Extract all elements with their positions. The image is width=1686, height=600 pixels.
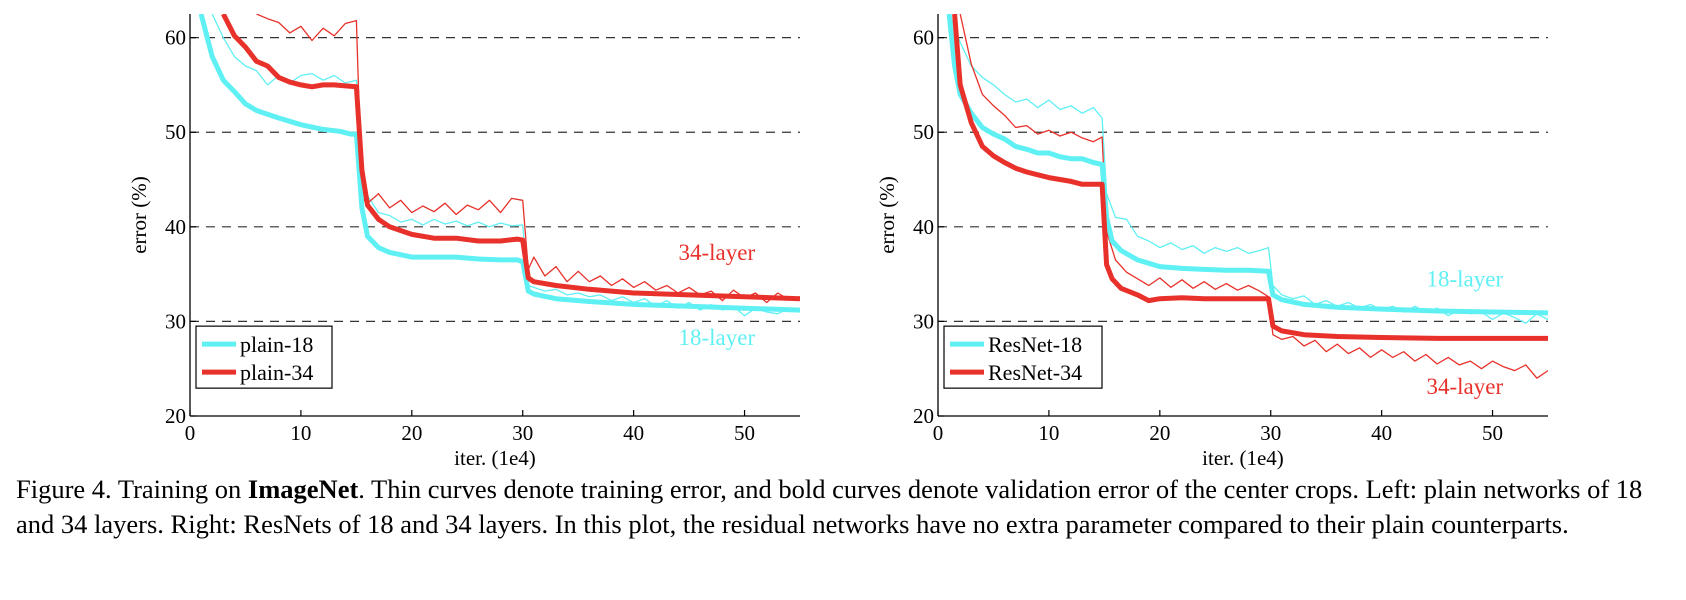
- x-tick-label: 20: [1149, 421, 1170, 445]
- caption-bold-term: ImageNet: [247, 474, 359, 504]
- series-line-plain-18-train: [211, 14, 800, 317]
- legend: ResNet-18 ResNet-34: [943, 325, 1103, 389]
- annotation-label: 34-layer: [1426, 374, 1503, 399]
- series-line-plain-18: [198, 14, 800, 313]
- y-tick-label: 60: [165, 26, 186, 50]
- legend-label: plain-18: [240, 332, 313, 357]
- annotation-label: 34-layer: [678, 240, 755, 265]
- y-tick-label: 40: [913, 215, 934, 239]
- series-line-resnet-34-train: [959, 14, 1548, 379]
- legend: plain-18 plain-34: [195, 325, 333, 389]
- x-tick-label: 10: [1038, 421, 1059, 445]
- x-axis-label: iter. (1e4): [454, 446, 536, 470]
- legend-label: plain-34: [240, 360, 313, 385]
- x-tick-label: 30: [1260, 421, 1281, 445]
- figure-caption: Figure 4. Training on ImageNet. Thin cur…: [16, 472, 1656, 542]
- y-tick-label: 50: [913, 120, 934, 144]
- x-tick-label: 50: [1482, 421, 1503, 445]
- annotation-label: 18-layer: [678, 325, 755, 350]
- legend-box: [195, 325, 333, 389]
- legend-label: ResNet-18: [988, 332, 1082, 357]
- caption-prefix: Figure 4. Training on: [16, 474, 248, 504]
- y-tick-label: 20: [165, 404, 186, 428]
- legend-box: [943, 325, 1103, 389]
- legend-label: ResNet-34: [988, 360, 1082, 385]
- x-tick-label: 0: [185, 421, 196, 445]
- y-tick-label: 60: [913, 26, 934, 50]
- caption-body: . Thin curves denote training error, and…: [16, 474, 1643, 539]
- series-line-plain-34: [221, 14, 800, 302]
- y-tick-label: 50: [165, 120, 186, 144]
- annotation-label: 18-layer: [1426, 266, 1503, 291]
- y-axis-label: error (%): [875, 176, 899, 254]
- y-tick-label: 20: [913, 404, 934, 428]
- y-tick-label: 30: [913, 309, 934, 333]
- y-tick-label: 40: [165, 215, 186, 239]
- x-tick-label: 40: [1371, 421, 1392, 445]
- x-tick-label: 30: [512, 421, 533, 445]
- x-tick-label: 50: [734, 421, 755, 445]
- x-tick-label: 20: [401, 421, 422, 445]
- y-axis-label: error (%): [127, 176, 151, 254]
- x-tick-label: 40: [623, 421, 644, 445]
- x-axis-label: iter. (1e4): [1202, 446, 1284, 470]
- y-tick-label: 30: [165, 309, 186, 333]
- x-tick-label: 10: [290, 421, 311, 445]
- series-line-resnet-18: [946, 14, 1548, 316]
- chart-panel-1: 0 10 20 30 40 50 20 30 40 50 60 iter. (1e4) error (%…: [127, 14, 800, 470]
- chart-panel-2: 0 10 20 30 40 50 20 30 40 50 60 iter. (1e4) error (%…: [875, 14, 1548, 470]
- figure-4: 0 10 20 30 40 50 20 30 40 50 60 iter. (1e4) error (%…: [127, 14, 1548, 470]
- x-tick-label: 0: [933, 421, 944, 445]
- series-line-resnet-34: [952, 14, 1548, 341]
